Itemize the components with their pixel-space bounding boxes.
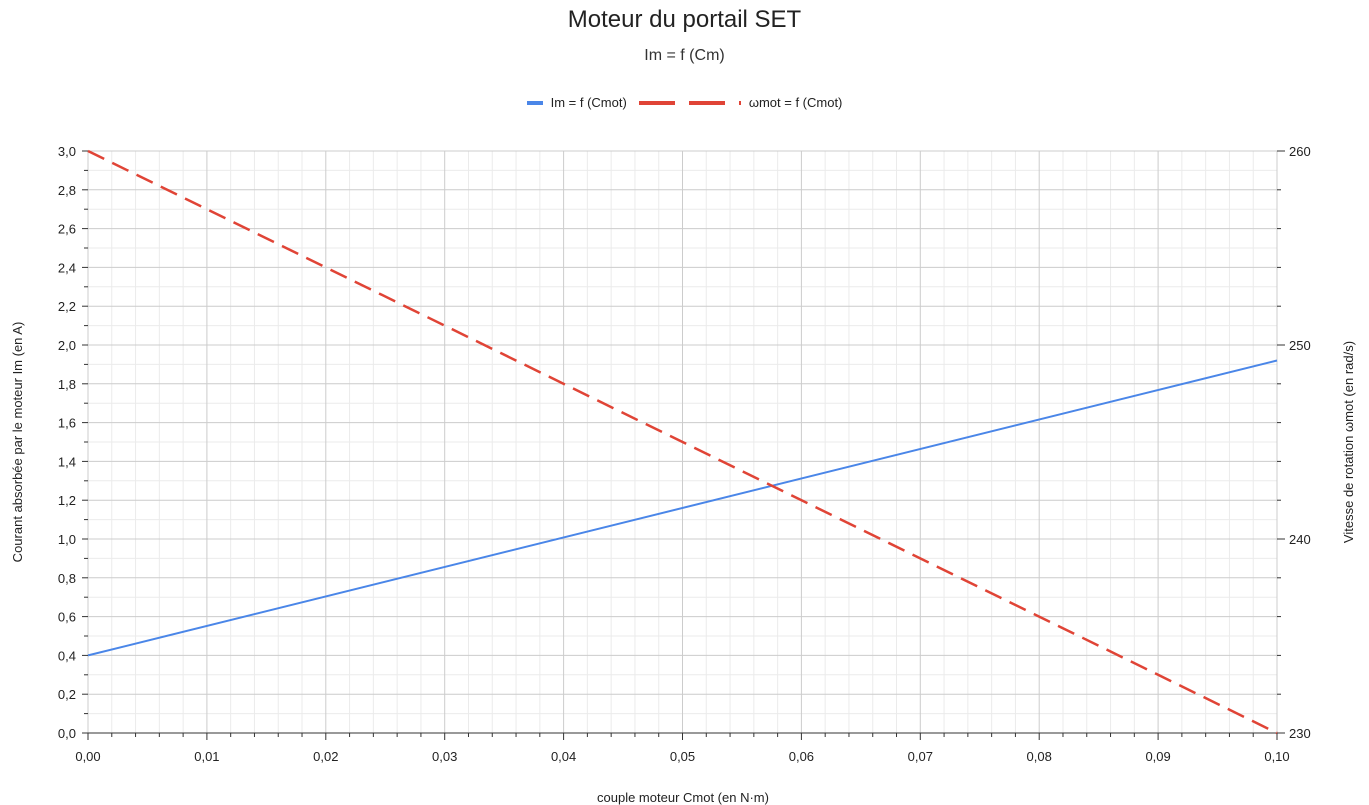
y-left-tick-label: 0,8	[58, 571, 76, 586]
x-tick-label: 0,06	[789, 749, 814, 764]
x-tick-label: 0,09	[1145, 749, 1170, 764]
x-axis-title: couple moteur Cmot (en N·m)	[597, 790, 769, 805]
y-left-tick-label: 0,2	[58, 687, 76, 702]
chart-title: Moteur du portail SET	[567, 6, 802, 33]
y-left-tick-label: 1,4	[58, 454, 76, 469]
y-right-tick-label: 240	[1289, 532, 1311, 547]
x-tick-label: 0,07	[908, 749, 933, 764]
y-left-tick-label: 0,4	[58, 648, 76, 663]
x-tick-label: 0,01	[194, 749, 219, 764]
x-tick-label: 0,04	[551, 749, 576, 764]
y-left-tick-label: 1,2	[58, 493, 76, 508]
x-tick-label: 0,00	[75, 749, 100, 764]
y-left-tick-label: 2,0	[58, 338, 76, 353]
legend-label-current: Im = f (Cmot)	[550, 95, 627, 110]
y-left-tick-label: 0,0	[58, 726, 76, 741]
y-right-tick-label: 260	[1289, 144, 1311, 159]
y-left-tick-label: 1,8	[58, 377, 76, 392]
y-left-tick-label: 0,6	[58, 610, 76, 625]
legend-label-speed: ωmot = f (Cmot)	[748, 95, 843, 110]
tick-labels: 0,00 0,01 0,02 0,03 0,04 0,05 0,06 0,07 0,08 0,09…	[58, 144, 1311, 764]
y-left-tick-label: 3,0	[58, 144, 76, 159]
y-right-axis-title: Vitesse de rotation ωmot (en rad/s)	[1341, 341, 1356, 543]
tick-marks	[82, 150, 1285, 740]
y-right-tick-label: 250	[1289, 338, 1311, 353]
x-tick-label: 0,08	[1027, 749, 1052, 764]
series-line-speed	[87, 149, 1278, 735]
y-left-tick-label: 2,4	[58, 260, 76, 275]
major-gridlines	[87, 150, 1278, 734]
legend-item-speed[interactable]: ωmot = f (Cmot)	[638, 95, 843, 110]
legend-swatch-current	[526, 100, 543, 105]
legend-item-current[interactable]: Im = f (Cmot)	[526, 95, 627, 110]
y-right-tick-label: 230	[1289, 726, 1311, 741]
legend-swatch-speed	[638, 100, 741, 105]
y-left-tick-label: 2,8	[58, 183, 76, 198]
x-tick-label: 0,05	[670, 749, 695, 764]
x-tick-label: 0,03	[432, 749, 457, 764]
chart-legend: Im = f (Cmot) ωmot = f (Cmot)	[0, 95, 1369, 110]
series-layer	[87, 149, 1278, 735]
series-line-current	[87, 359, 1278, 657]
y-left-axis-title: Courant absorbée par le moteur Im (en A)	[10, 322, 25, 563]
y-left-tick-label: 1,6	[58, 416, 76, 431]
y-left-tick-label: 2,6	[58, 222, 76, 237]
y-left-tick-label: 2,2	[58, 299, 76, 314]
y-left-tick-label: 1,0	[58, 532, 76, 547]
x-tick-label: 0,02	[313, 749, 338, 764]
chart-subtitle: Im = f (Cm)	[644, 47, 725, 64]
x-tick-label: 0,10	[1264, 749, 1289, 764]
